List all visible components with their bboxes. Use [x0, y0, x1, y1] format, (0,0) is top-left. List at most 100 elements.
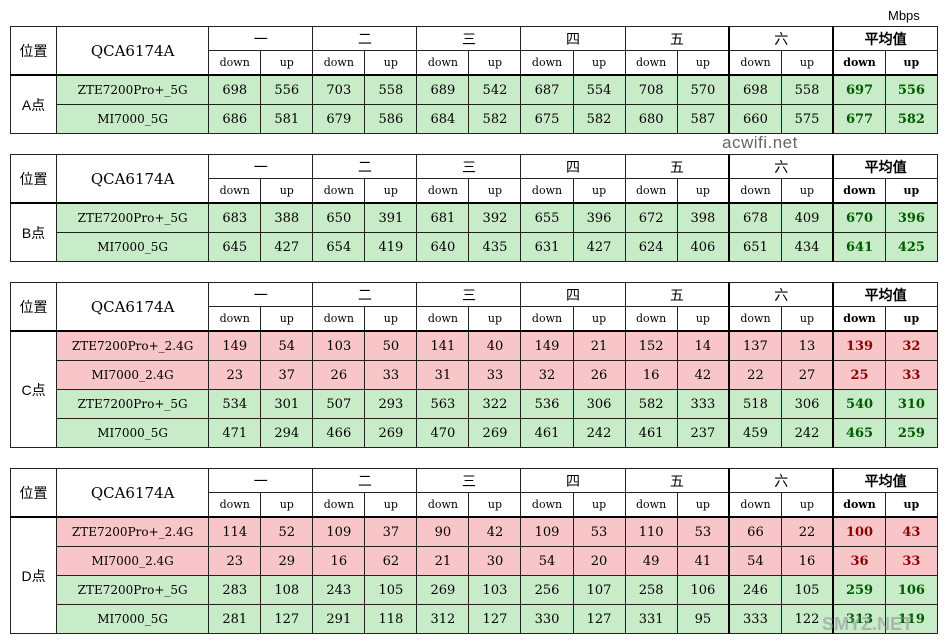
- subheader-up: up: [468, 306, 522, 332]
- group-header-3: 三: [416, 154, 522, 179]
- location-label: A点: [9, 74, 58, 134]
- value-cell: 16: [312, 546, 366, 576]
- average-value: 641: [832, 232, 886, 262]
- subheader-up: up: [884, 50, 939, 76]
- value-cell: 654: [312, 232, 366, 262]
- value-cell: 650: [312, 202, 366, 233]
- value-cell: 108: [260, 575, 314, 605]
- value-cell: 558: [364, 74, 418, 105]
- device-name: MI7000_5G: [56, 104, 210, 134]
- table-row: A点 ZTE7200Pro+_5G 698 556 703 558 689 542 687 554…: [9, 74, 939, 134]
- subheader-down: down: [832, 178, 886, 204]
- header-row-groups: 位置 QCA6174A 一二三四五六平均值: [9, 468, 939, 518]
- device-name: ZTE7200Pro+_5G: [56, 389, 210, 419]
- group-header-2: 二: [312, 282, 418, 307]
- subheader-down: down: [520, 492, 574, 518]
- table-row: C点 ZTE7200Pro+_2.4G 149 54 103 50 141 40 149 21 15…: [9, 330, 939, 448]
- group-header-average: 平均值: [832, 282, 939, 307]
- value-cell: 471: [208, 418, 262, 448]
- group-header-2: 二: [312, 468, 418, 493]
- subheader-up: up: [780, 178, 834, 204]
- value-cell: 681: [416, 202, 470, 233]
- value-cell: 396: [572, 202, 626, 233]
- value-cell: 575: [780, 104, 834, 134]
- average-value: 540: [832, 389, 886, 419]
- value-cell: 281: [208, 604, 262, 634]
- table-row: MI7000_5G 645 427 654 419 640 435 631 427 624 406 6…: [11, 232, 939, 262]
- subheader-down: down: [520, 306, 574, 332]
- value-cell: 33: [364, 360, 418, 390]
- value-cell: 459: [728, 418, 782, 448]
- value-cell: 398: [676, 202, 730, 233]
- subheader-down: down: [624, 492, 678, 518]
- subheader-up: up: [468, 50, 522, 76]
- average-value: 43: [884, 516, 939, 547]
- average-value: 106: [884, 575, 939, 605]
- value-cell: 330: [520, 604, 574, 634]
- device-name: ZTE7200Pro+_2.4G: [56, 516, 210, 547]
- subheader-up: up: [572, 492, 626, 518]
- value-cell: 22: [728, 360, 782, 390]
- value-cell: 30: [468, 546, 522, 576]
- value-cell: 631: [520, 232, 574, 262]
- subheader-down: down: [416, 178, 470, 204]
- header-row-groups: 位置 QCA6174A 一二三四五六平均值: [9, 282, 939, 332]
- value-cell: 586: [364, 104, 418, 134]
- value-cell: 306: [780, 389, 834, 419]
- position-header: 位置: [9, 26, 58, 76]
- header-row-groups: 位置 QCA6174A 一二三四五六平均值: [9, 154, 939, 204]
- value-cell: 466: [312, 418, 366, 448]
- value-cell: 66: [728, 516, 782, 547]
- value-cell: 246: [728, 575, 782, 605]
- subheader-up: up: [572, 178, 626, 204]
- value-cell: 269: [468, 418, 522, 448]
- subheader-down: down: [312, 492, 366, 518]
- value-cell: 103: [312, 330, 366, 361]
- value-cell: 708: [624, 74, 678, 105]
- subheader-down: down: [832, 492, 886, 518]
- subheader-down: down: [728, 492, 782, 518]
- value-cell: 554: [572, 74, 626, 105]
- device-name: ZTE7200Pro+_2.4G: [56, 330, 210, 361]
- value-cell: 470: [416, 418, 470, 448]
- average-value: 25: [832, 360, 886, 390]
- group-header-6: 六: [728, 282, 834, 307]
- value-cell: 306: [572, 389, 626, 419]
- subheader-up: up: [780, 306, 834, 332]
- subheader-down: down: [624, 306, 678, 332]
- group-header-2: 二: [312, 26, 418, 51]
- value-cell: 640: [416, 232, 470, 262]
- group-header-5: 五: [624, 468, 730, 493]
- average-value: 670: [832, 202, 886, 233]
- group-header-average: 平均值: [832, 26, 939, 51]
- average-value: 32: [884, 330, 939, 361]
- subheader-up: up: [364, 492, 418, 518]
- subheader-down: down: [208, 50, 262, 76]
- value-cell: 333: [728, 604, 782, 634]
- subheader-up: up: [572, 50, 626, 76]
- value-cell: 22: [780, 516, 834, 547]
- value-cell: 686: [208, 104, 262, 134]
- value-cell: 698: [728, 74, 782, 105]
- value-cell: 114: [208, 516, 262, 547]
- value-cell: 624: [624, 232, 678, 262]
- subheader-up: up: [260, 492, 314, 518]
- value-cell: 409: [780, 202, 834, 233]
- value-cell: 703: [312, 74, 366, 105]
- value-cell: 684: [416, 104, 470, 134]
- value-cell: 243: [312, 575, 366, 605]
- value-cell: 23: [208, 546, 262, 576]
- subheader-down: down: [624, 178, 678, 204]
- average-value: 556: [884, 74, 939, 105]
- results-table-0: 位置 QCA6174A 一二三四五六平均值 down up down up down up dow…: [9, 26, 939, 134]
- position-header: 位置: [9, 154, 58, 204]
- subheader-down: down: [312, 178, 366, 204]
- unit-label: Mbps: [888, 8, 920, 23]
- group-header-3: 三: [416, 282, 522, 307]
- value-cell: 32: [520, 360, 574, 390]
- subheader-down: down: [728, 50, 782, 76]
- chip-header: QCA6174A: [56, 468, 210, 518]
- value-cell: 587: [676, 104, 730, 134]
- average-value: 259: [832, 575, 886, 605]
- table-row: ZTE7200Pro+_5G 534 301 507 293 563 322 536 306 58…: [11, 389, 939, 419]
